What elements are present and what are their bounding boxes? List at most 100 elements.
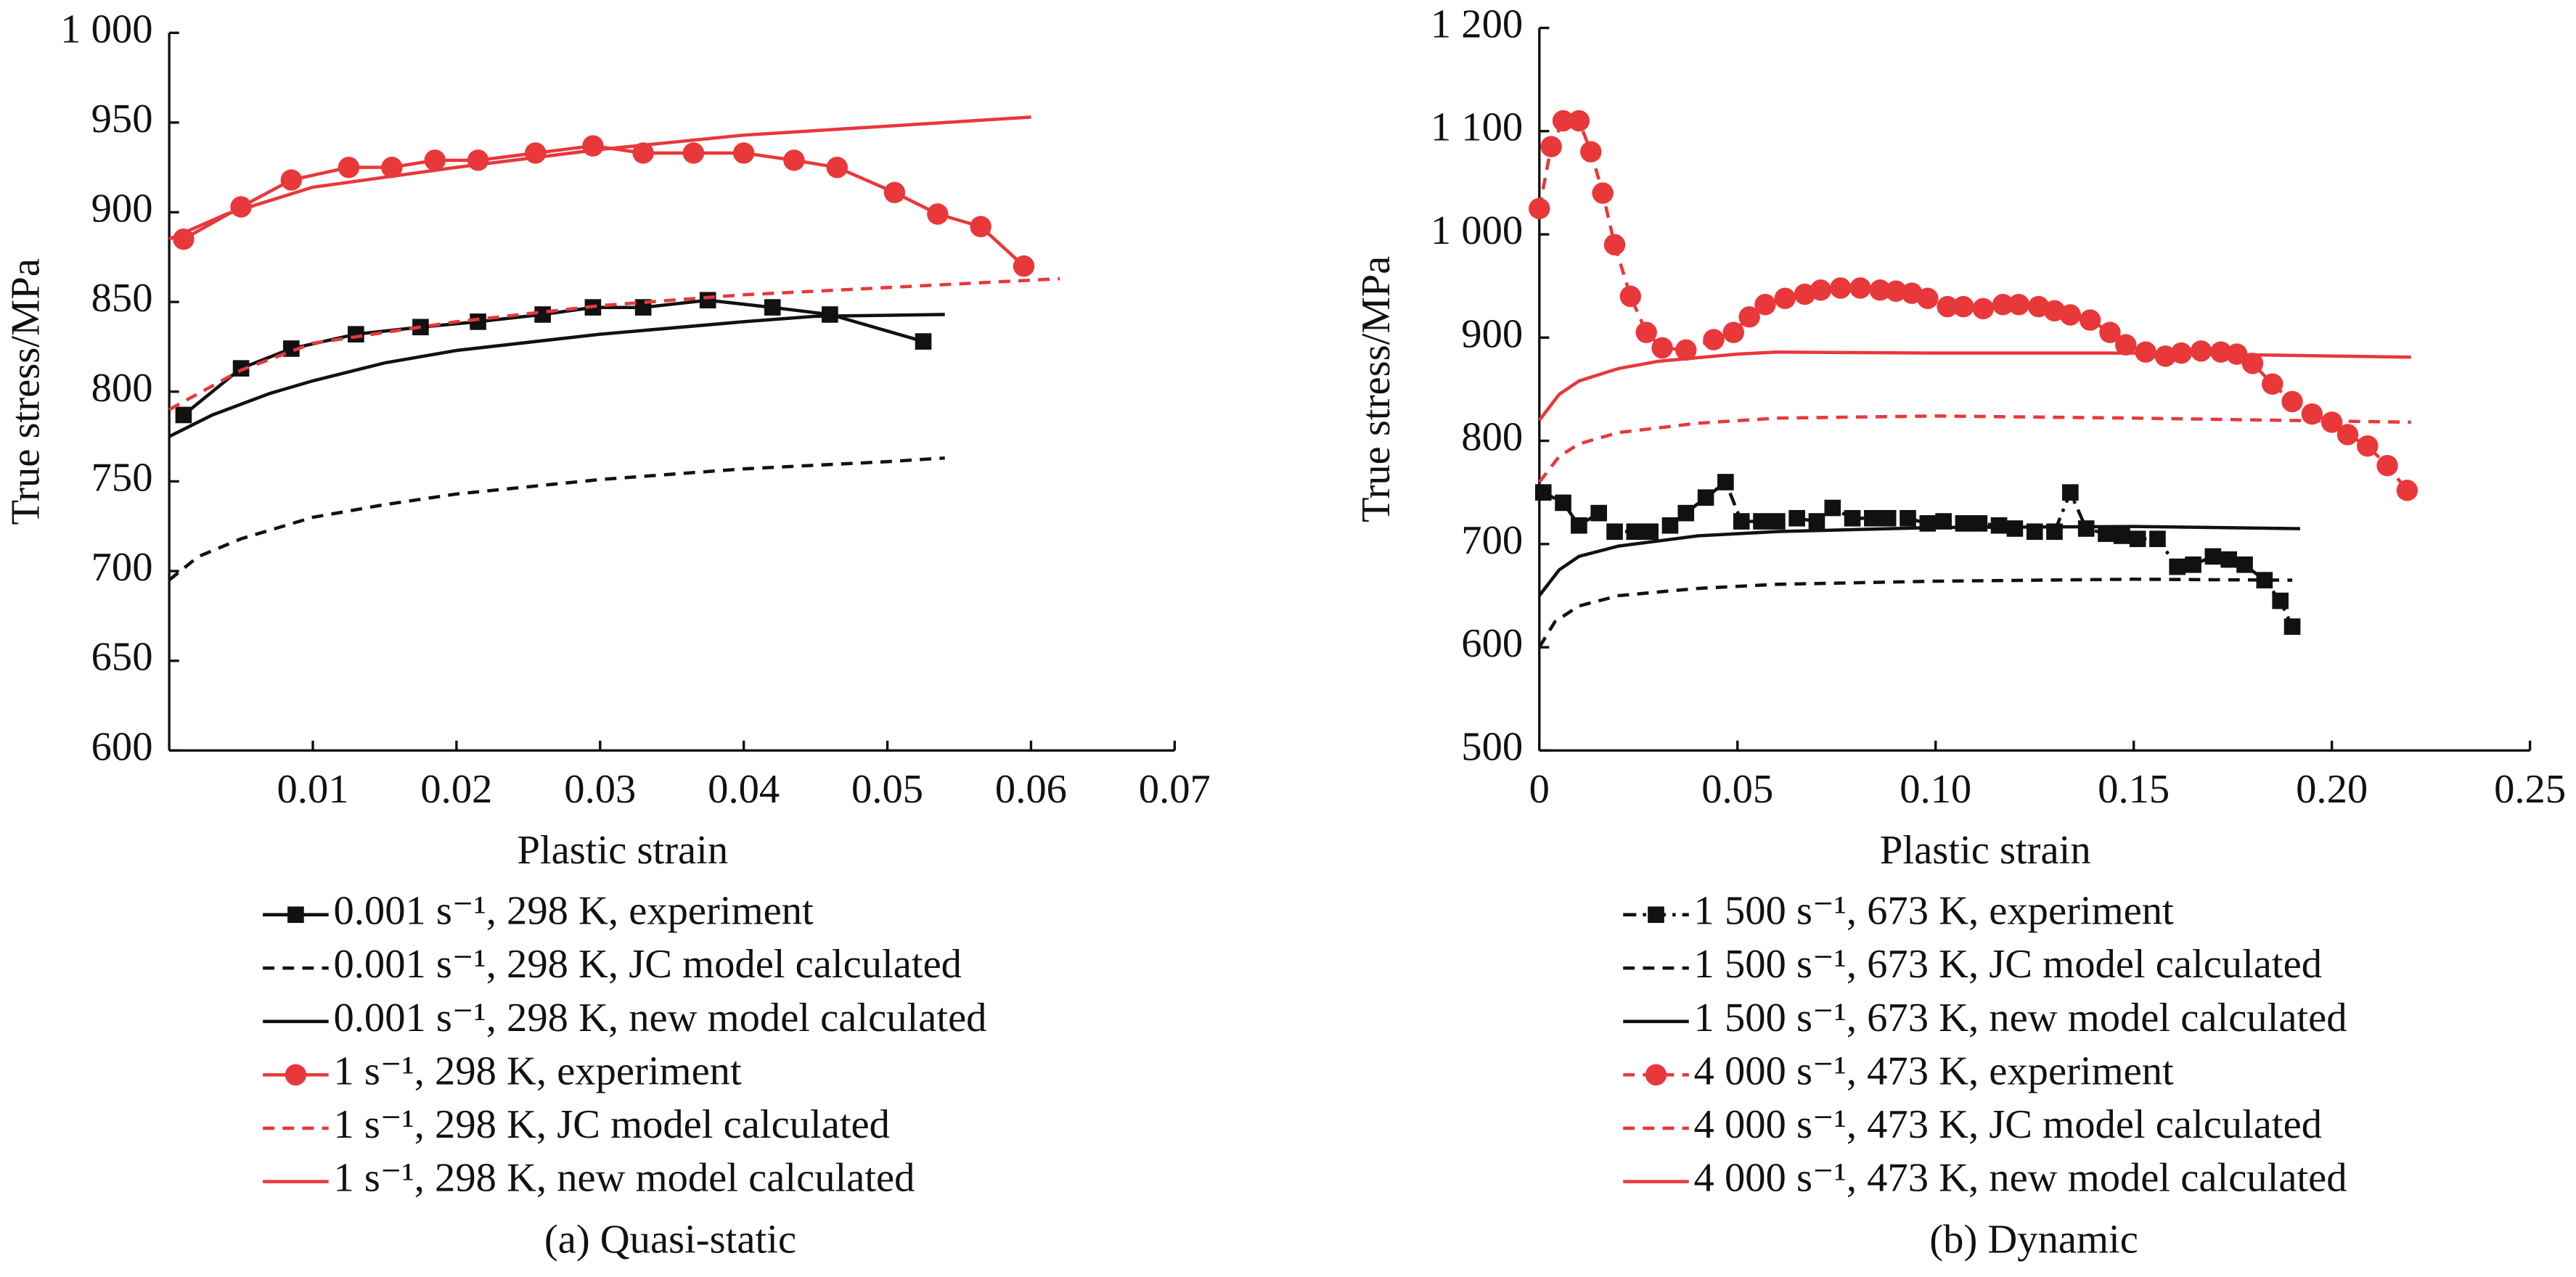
x-tick-label: 0.15 [2098, 767, 2170, 812]
x-tick-label: 0.03 [564, 767, 636, 812]
y-tick-label: 1 200 [1431, 1, 1523, 46]
data-point [1937, 295, 1958, 318]
y-tick-label: 950 [91, 97, 153, 141]
data-point [1774, 287, 1796, 309]
legend-label: 0.001 s⁻¹, 298 K, experiment [333, 889, 814, 934]
data-point [338, 157, 360, 178]
y-tick-label: 800 [1461, 415, 1523, 460]
data-point [2115, 334, 2137, 356]
y-tick-label: 900 [1461, 311, 1523, 356]
data-point [1900, 509, 1916, 527]
data-point [2008, 294, 2030, 316]
data-point [1529, 197, 1550, 220]
x-tick-label: 0.05 [1701, 767, 1773, 812]
data-point [2262, 373, 2283, 395]
data-point [1917, 287, 1939, 309]
data-point [1717, 474, 1734, 490]
data-point [1953, 295, 1974, 318]
data-point [1603, 234, 1626, 255]
data-point [2077, 520, 2095, 537]
data-point [1935, 513, 1952, 530]
x-tick-label: 0.01 [277, 767, 349, 812]
x-tick-label: 0.04 [708, 767, 780, 812]
y-tick-label: 1 000 [60, 7, 152, 52]
x-tick-label: 0.06 [995, 767, 1067, 812]
data-point [2272, 592, 2289, 609]
data-point [1703, 329, 1725, 350]
data-point [1971, 515, 1988, 532]
data-point [2204, 548, 2222, 565]
y-tick-label: 700 [1461, 518, 1523, 563]
data-point [1829, 277, 1852, 299]
data-point [1869, 279, 1892, 301]
data-point [2396, 480, 2418, 501]
data-point [1675, 339, 1697, 361]
legend-label: 4 000 s⁻¹, 473 K, JC model calculated [1694, 1102, 2323, 1147]
caption: (b) Dynamic [1929, 1217, 2138, 1262]
legend-marker [1648, 906, 1664, 924]
data-point [283, 340, 300, 357]
data-point [582, 135, 604, 157]
data-point [1697, 489, 1714, 506]
data-point [381, 157, 403, 178]
data-point [2357, 435, 2379, 457]
y-axis-label: True stress/MPa [1354, 256, 1399, 522]
data-point [2062, 484, 2079, 501]
data-point [2129, 530, 2146, 548]
x-tick-label: 0.02 [420, 767, 492, 812]
data-point [1722, 321, 1745, 343]
data-point [1849, 277, 1871, 299]
data-point [682, 142, 705, 164]
data-point [1580, 141, 1602, 163]
data-point [2190, 340, 2212, 362]
data-point [2241, 353, 2264, 374]
data-point [632, 142, 654, 164]
data-point [1552, 110, 1574, 132]
data-point [1824, 499, 1841, 517]
data-point [2169, 558, 2186, 575]
x-tick-label: 0.25 [2494, 767, 2566, 812]
x-axis-label: Plastic strain [1880, 828, 2091, 873]
data-point [2098, 525, 2114, 542]
data-point [1568, 110, 1590, 132]
y-tick-label: 1 000 [1431, 208, 1523, 253]
y-tick-label: 600 [1461, 621, 1523, 666]
caption: (a) Quasi-static [544, 1217, 796, 1262]
data-point [467, 149, 489, 171]
data-point [470, 313, 486, 330]
x-tick-label: 0 [1529, 767, 1550, 812]
data-point [699, 292, 716, 309]
y-axis-label: True stress/MPa [4, 258, 49, 525]
series-line [1538, 525, 2300, 597]
data-point [915, 333, 932, 350]
series-line [1537, 350, 2411, 422]
data-point [2099, 321, 2121, 343]
data-point [1844, 509, 1861, 527]
data-point [2336, 424, 2359, 445]
data-point [1677, 504, 1695, 522]
data-point [1810, 279, 1832, 301]
y-tick-label: 850 [91, 276, 153, 321]
data-point [732, 142, 755, 164]
data-point [175, 406, 192, 424]
data-point [1808, 513, 1825, 530]
data-point [1540, 136, 1562, 157]
data-point [1955, 515, 1972, 532]
data-point [2185, 556, 2201, 573]
legend-label: 0.001 s⁻¹, 298 K, JC model calculated [333, 942, 962, 987]
data-point [2149, 530, 2166, 548]
data-point [525, 142, 547, 164]
legend-marker [287, 906, 304, 924]
data-point [883, 181, 906, 204]
data-point [2154, 345, 2177, 367]
x-tick-label: 0.07 [1139, 767, 1211, 812]
series-line [1538, 414, 2411, 483]
data-point [232, 360, 250, 377]
series-line [168, 456, 945, 582]
legend-marker [1645, 1064, 1667, 1086]
data-point [2113, 527, 2130, 544]
data-point [1626, 523, 1643, 541]
data-point [534, 306, 551, 323]
data-point [1651, 337, 1673, 359]
